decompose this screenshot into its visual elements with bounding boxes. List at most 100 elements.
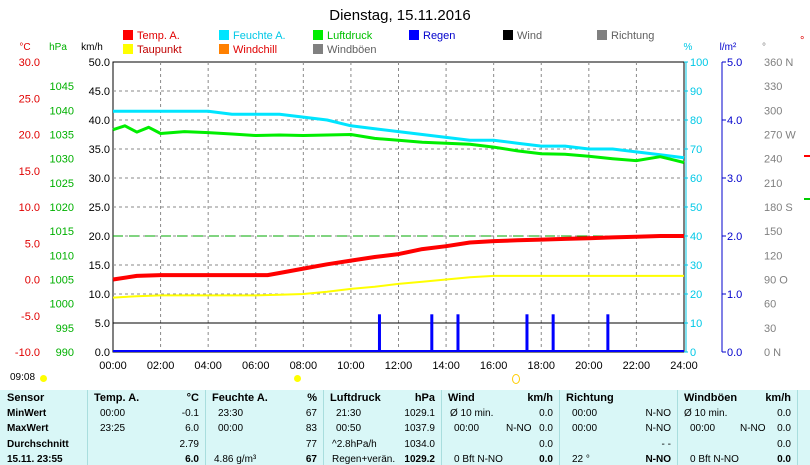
wind-min: 0.0 [539,408,553,419]
x-tick-9: 18:00 [527,360,555,372]
rain-bars [377,314,610,352]
legend: Temp. A. Taupunkt Feuchte A. Windchill Luftd… [123,30,654,56]
rain-bar-0 [377,314,381,352]
y-tick-temp-4: 10.0 [19,202,40,214]
richtung-deg: 22 ° [572,454,590,465]
windboeen-unit: km/h [765,392,791,404]
y-tick-temp-8: -10.0 [15,347,40,359]
y-tick-rain-4: 1.0 [727,289,742,301]
row-label-max: MaxWert [7,423,49,434]
x-tick-4: 08:00 [290,360,318,372]
legend-swatch-regen [409,30,419,40]
series-line-taupunkt [112,274,684,299]
y-tick-wind-4: 30.0 [89,173,110,185]
legend-swatch-windchill [219,44,229,54]
luftdruck-min: 1029.1 [404,408,435,419]
y-tick-direction-10: 60 [764,299,776,311]
y-tick-pressure-8: 1005 [50,275,74,287]
axis-unit-temp: °C [19,42,30,53]
y-tick-direction-9: 90 O [764,275,788,287]
stats-col-labels: Sensor MinWert MaxWert Durchschnitt 15.1… [0,390,88,465]
temp-max: 6.0 [185,423,199,434]
y-tick-wind-10: 0.0 [95,347,110,359]
y-tick-direction-0: 360 N [764,57,793,69]
luftdruck-trend: ^2.8hPa/h [332,439,377,450]
y-tick-pressure-11: 990 [56,347,74,359]
x-tick-0: 00:00 [99,360,127,372]
axis-unit-humidity: % [684,42,693,53]
feuchte-current: 67 [305,454,317,465]
y-tick-pressure-4: 1025 [50,178,74,190]
richtung-max: N-NO [645,423,671,434]
y-tick-direction-11: 30 [764,323,776,335]
y-axes: 30.0 25.0 20.0 15.0 10.0 5.0 0.0 -5.0 -10.0 1045 1… [15,57,796,359]
y-tick-wind-2: 40.0 [89,115,110,127]
sun-marker-left [40,375,47,382]
rain-bar-1 [430,314,434,352]
row-label-min: MinWert [7,408,47,419]
windboeen-bft: 0 Bft N-NO [690,454,739,465]
feuchte-max: 83 [305,423,317,434]
legend-label-taupunkt: Taupunkt [137,44,182,56]
y-tick-pressure-6: 1015 [50,226,74,238]
axis-units: °C hPa km/h% l/m² ° [19,42,766,53]
windboeen-min-time: Ø 10 min. [684,408,728,419]
y-tick-wind-8: 10.0 [89,289,110,301]
row-label-sensor: Sensor [7,392,45,404]
temp-min: -0.1 [181,408,199,419]
wind-min-time: Ø 10 min. [450,408,494,419]
x-axis: 00:00 02:00 04:00 06:00 08:00 10:00 12:00 14:00… [99,360,698,372]
luftdruck-current: 1029.2 [404,454,435,465]
axis-unit-pressure: hPa [49,42,67,53]
luftdruck-max: 1037.9 [404,423,435,434]
y-tick-rain-0: 5.0 [727,57,742,69]
temp-max-time: 23:25 [100,423,126,434]
y-tick-pressure-7: 1010 [50,250,74,262]
y-tick-humidity-0: 100 [690,57,708,69]
y-tick-humidity-1: 90 [690,86,702,98]
stats-col-windboeen: Windböen km/h Ø 10 min. 0.0 00:00 N-NO 0… [678,390,798,465]
legend-label-luftdruck: Luftdruck [327,30,373,42]
legend-swatch-temp [123,30,133,40]
wind-current: 0.0 [539,454,553,465]
y-tick-wind-6: 20.0 [89,231,110,243]
y-tick-pressure-9: 1000 [50,299,74,311]
stats-col-temp: Temp. A. °C 00:00 -0.1 23:25 6.0 2.79 6.… [88,390,206,465]
wind-max-dir: N-NO [506,423,532,434]
y-tick-pressure-5: 1020 [50,202,74,214]
legend-label-feuchte: Feuchte A. [233,30,286,42]
y-tick-direction-2: 300 [764,105,782,117]
windboeen-max: 0.0 [777,423,791,434]
wind-bft: 0 Bft N-NO [454,454,503,465]
feuchte-min: 67 [305,408,317,419]
y-tick-wind-5: 25.0 [89,202,110,214]
x-tick-6: 12:00 [385,360,413,372]
axis-unit-wind: km/h [81,42,103,53]
y-tick-rain-3: 2.0 [727,231,742,243]
right-edge-temp-mark [804,155,810,157]
y-tick-temp-3: 15.0 [19,166,40,178]
y-tick-humidity-7: 30 [690,260,702,272]
axis-unit-rain: l/m² [720,42,737,53]
y-tick-pressure-3: 1030 [50,154,74,166]
wind-header: Wind [448,392,475,404]
stats-col-wind: Wind km/h Ø 10 min. 0.0 00:00 N-NO 0.0 0… [442,390,560,465]
y-tick-direction-7: 150 [764,226,782,238]
luftdruck-forecast: Regen+verän. [332,454,396,465]
x-tick-1: 02:00 [147,360,175,372]
richtung-min-time: 00:00 [572,408,598,419]
stats-col-luftdruck: Luftdruck hPa 21:30 1029.1 00:50 1037.9 … [324,390,442,465]
legend-swatch-taupunkt [123,44,133,54]
feuchte-abs: 4.86 g/m³ [214,454,257,465]
y-tick-temp-2: 20.0 [19,130,40,142]
axis-unit-direction: ° [762,42,766,53]
y-tick-pressure-10: 995 [56,323,74,335]
richtung-header: Richtung [566,392,614,404]
feuchte-max-time: 00:00 [218,423,244,434]
series-line-feuchte [113,109,685,160]
x-tick-7: 14:00 [432,360,460,372]
legend-swatch-luftdruck [313,30,323,40]
y-tick-direction-8: 120 [764,250,782,262]
series-line-luftdruck [112,124,685,164]
rain-bar-2 [456,314,460,352]
